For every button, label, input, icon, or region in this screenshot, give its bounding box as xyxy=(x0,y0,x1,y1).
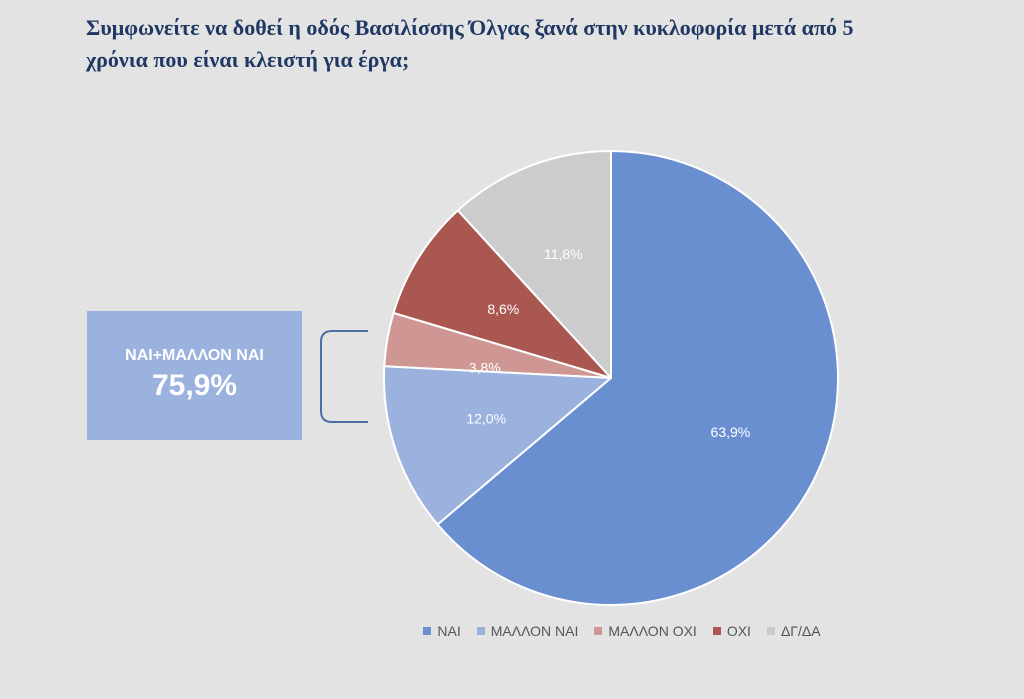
legend-swatch xyxy=(476,627,485,635)
legend-swatch xyxy=(712,627,721,635)
pie-slice xyxy=(382,365,614,526)
legend-swatch xyxy=(594,627,603,635)
callout-value: 75,9% xyxy=(151,369,238,402)
legend-label: ΟΧΙ xyxy=(726,623,751,639)
pie-data-label: 8,6% xyxy=(487,301,519,317)
legend-item: ΔΓ/ΔΑ xyxy=(766,623,821,639)
chart-legend: ΝΑΙ ΜΑΛΛΟΝ ΝΑΙ ΜΑΛΛΟΝ ΟΧΙ ΟΧΙ ΔΓ/ΔΑ xyxy=(0,620,1024,642)
pie-slice xyxy=(456,149,612,381)
pie-data-label: 3,8% xyxy=(469,360,501,376)
pie-slice xyxy=(436,149,839,606)
legend-label: ΔΓ/ΔΑ xyxy=(780,623,821,639)
callout-bracket xyxy=(320,330,368,423)
pie-data-labels: 11,8% 8,6% 3,8% 12,0% 63,9% xyxy=(466,246,750,440)
legend-label: ΜΑΛΛΟΝ ΟΧΙ xyxy=(608,623,697,639)
legend-label: ΜΑΛΛΟΝ ΝΑΙ xyxy=(490,623,579,639)
legend-item: ΟΧΙ xyxy=(712,623,751,639)
callout-box: ΝΑΙ+ΜΑΛΛΟΝ ΝΑΙ 75,9% xyxy=(87,311,302,440)
legend-item: ΜΑΛΛΟΝ ΟΧΙ xyxy=(594,623,697,639)
legend-swatch xyxy=(423,627,432,635)
legend-item: ΜΑΛΛΟΝ ΝΑΙ xyxy=(476,623,579,639)
pie-slices xyxy=(382,149,839,606)
legend-label: ΝΑΙ xyxy=(437,623,461,639)
legend-swatch xyxy=(766,627,775,635)
pie-data-label: 63,9% xyxy=(711,424,751,440)
legend-item: ΝΑΙ xyxy=(423,623,461,639)
pie-data-label: 12,0% xyxy=(466,411,506,427)
pie-data-label: 11,8% xyxy=(544,246,583,262)
chart-title-line-2: χρόνια που είναι κλειστή για έργα; xyxy=(86,47,410,72)
chart-title-line-1: Συμφωνείτε να δοθεί η οδός Βασιλίσσης Όλ… xyxy=(86,15,854,40)
callout-label: ΝΑΙ+ΜΑΛΛΟΝ ΝΑΙ xyxy=(125,347,264,364)
chart-title: Συμφωνείτε να δοθεί η οδός Βασιλίσσης Όλ… xyxy=(86,12,986,76)
pie-slice xyxy=(392,209,615,380)
